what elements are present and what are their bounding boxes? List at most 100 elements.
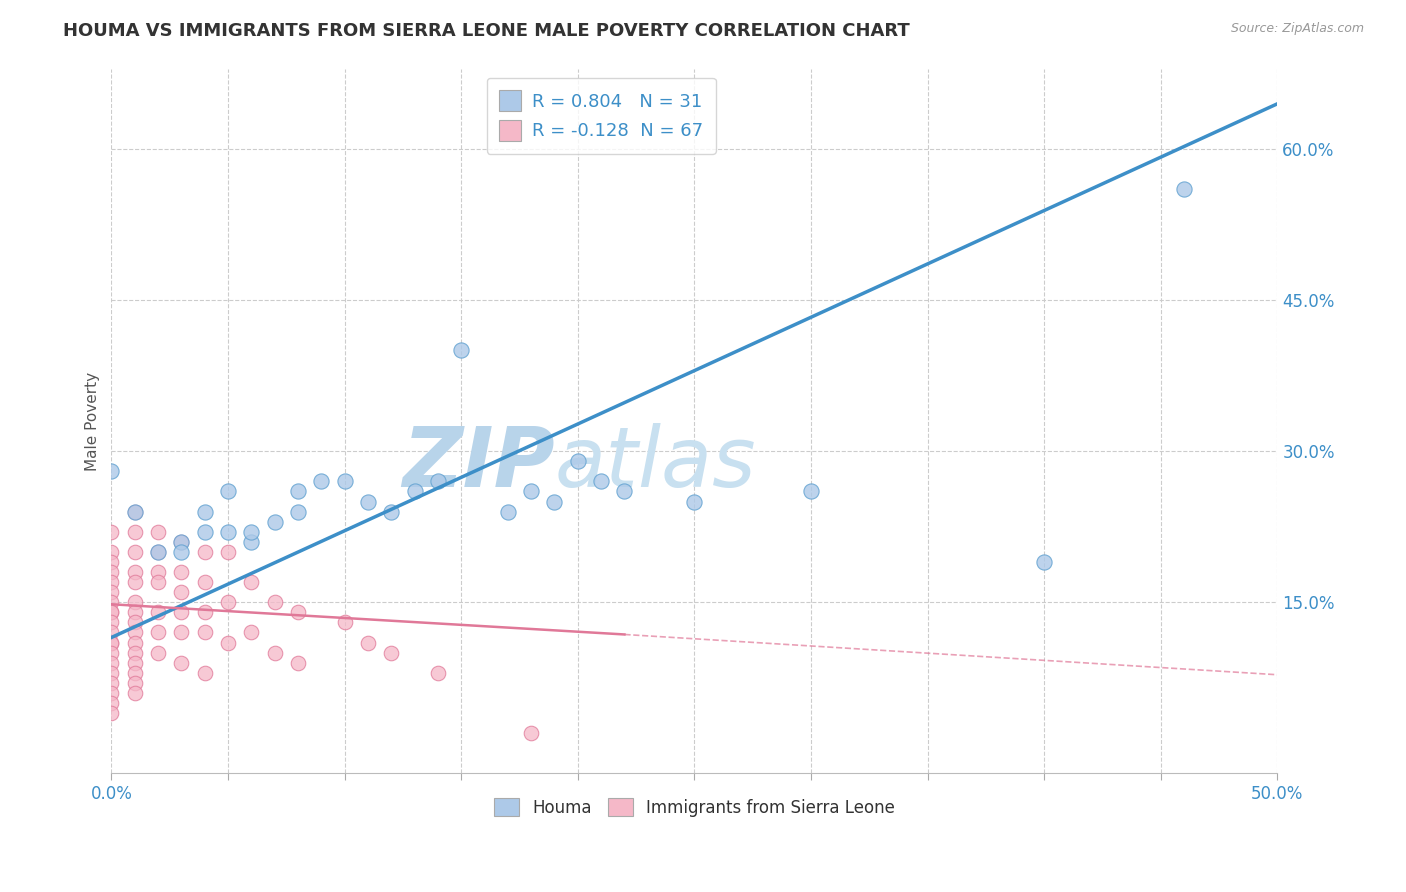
Point bbox=[194, 605, 217, 619]
Point bbox=[240, 575, 263, 590]
Point bbox=[263, 515, 285, 529]
Point bbox=[124, 595, 146, 609]
Point bbox=[146, 575, 169, 590]
Point bbox=[287, 484, 309, 499]
Point bbox=[683, 494, 706, 508]
Point bbox=[217, 635, 239, 649]
Point bbox=[170, 534, 193, 549]
Point bbox=[170, 585, 193, 599]
Point bbox=[543, 494, 565, 508]
Point bbox=[170, 545, 193, 559]
Point bbox=[124, 505, 146, 519]
Point bbox=[124, 665, 146, 680]
Point bbox=[146, 646, 169, 660]
Point bbox=[194, 524, 217, 539]
Point bbox=[380, 646, 402, 660]
Point bbox=[146, 625, 169, 640]
Point bbox=[380, 505, 402, 519]
Point bbox=[240, 524, 263, 539]
Y-axis label: Male Poverty: Male Poverty bbox=[86, 371, 100, 471]
Point bbox=[100, 565, 122, 579]
Point bbox=[170, 605, 193, 619]
Point bbox=[217, 524, 239, 539]
Point bbox=[263, 646, 285, 660]
Point bbox=[146, 605, 169, 619]
Point bbox=[100, 615, 122, 630]
Point bbox=[124, 656, 146, 670]
Point bbox=[100, 635, 122, 649]
Point bbox=[146, 545, 169, 559]
Point bbox=[591, 475, 613, 489]
Point bbox=[124, 545, 146, 559]
Point bbox=[124, 565, 146, 579]
Point bbox=[496, 505, 519, 519]
Point bbox=[287, 505, 309, 519]
Point bbox=[100, 575, 122, 590]
Point bbox=[170, 565, 193, 579]
Point bbox=[426, 475, 449, 489]
Point bbox=[146, 524, 169, 539]
Point bbox=[357, 635, 380, 649]
Point bbox=[124, 605, 146, 619]
Point bbox=[124, 686, 146, 700]
Point bbox=[240, 534, 263, 549]
Point bbox=[194, 665, 217, 680]
Point bbox=[311, 475, 333, 489]
Point bbox=[333, 475, 356, 489]
Point bbox=[124, 505, 146, 519]
Point bbox=[170, 656, 193, 670]
Point bbox=[333, 615, 356, 630]
Point bbox=[520, 484, 543, 499]
Text: Source: ZipAtlas.com: Source: ZipAtlas.com bbox=[1230, 22, 1364, 36]
Point bbox=[613, 484, 636, 499]
Point bbox=[100, 656, 122, 670]
Point bbox=[240, 625, 263, 640]
Point bbox=[124, 625, 146, 640]
Point bbox=[100, 675, 122, 690]
Point bbox=[170, 534, 193, 549]
Point bbox=[124, 524, 146, 539]
Point bbox=[100, 625, 122, 640]
Point bbox=[100, 706, 122, 720]
Point bbox=[450, 343, 472, 358]
Point bbox=[124, 615, 146, 630]
Point bbox=[217, 484, 239, 499]
Point bbox=[100, 524, 122, 539]
Point bbox=[124, 675, 146, 690]
Point bbox=[520, 726, 543, 740]
Point bbox=[194, 625, 217, 640]
Point bbox=[100, 605, 122, 619]
Point bbox=[100, 665, 122, 680]
Point bbox=[100, 686, 122, 700]
Point bbox=[100, 585, 122, 599]
Point bbox=[100, 696, 122, 710]
Point bbox=[124, 646, 146, 660]
Point bbox=[194, 545, 217, 559]
Point bbox=[100, 646, 122, 660]
Point bbox=[357, 494, 380, 508]
Point bbox=[124, 575, 146, 590]
Point bbox=[263, 595, 285, 609]
Point bbox=[100, 595, 122, 609]
Point bbox=[217, 545, 239, 559]
Point bbox=[287, 656, 309, 670]
Point bbox=[100, 545, 122, 559]
Point bbox=[170, 625, 193, 640]
Text: HOUMA VS IMMIGRANTS FROM SIERRA LEONE MALE POVERTY CORRELATION CHART: HOUMA VS IMMIGRANTS FROM SIERRA LEONE MA… bbox=[63, 22, 910, 40]
Point bbox=[100, 635, 122, 649]
Legend: Houma, Immigrants from Sierra Leone: Houma, Immigrants from Sierra Leone bbox=[485, 789, 904, 825]
Point bbox=[404, 484, 426, 499]
Point bbox=[217, 595, 239, 609]
Point bbox=[194, 505, 217, 519]
Text: ZIP: ZIP bbox=[402, 423, 554, 504]
Point bbox=[100, 605, 122, 619]
Point bbox=[100, 464, 122, 478]
Point bbox=[100, 555, 122, 569]
Point bbox=[800, 484, 823, 499]
Point bbox=[567, 454, 589, 468]
Point bbox=[124, 635, 146, 649]
Point bbox=[194, 575, 217, 590]
Point bbox=[1173, 182, 1195, 196]
Point bbox=[146, 565, 169, 579]
Point bbox=[287, 605, 309, 619]
